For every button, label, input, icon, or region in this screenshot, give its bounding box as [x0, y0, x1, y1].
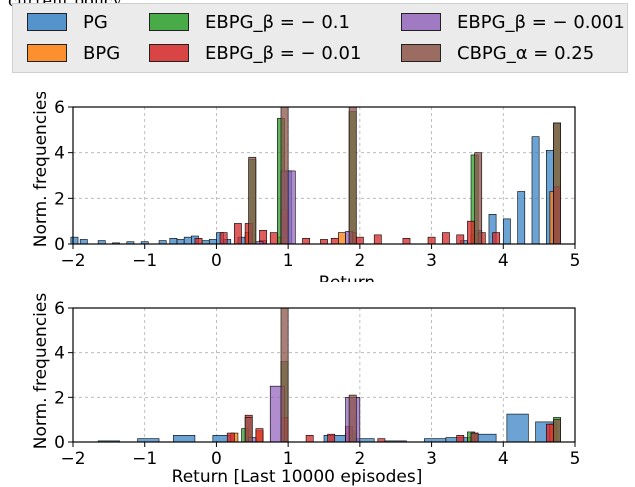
plot-frame: [72, 106, 576, 245]
bar-pg: [79, 239, 88, 245]
legend-label-bpg: BPG: [83, 42, 121, 64]
y-tick-label: 2: [54, 189, 65, 209]
bar-ebpg-0-01: [305, 435, 314, 443]
bar-cbpg-0-25: [348, 106, 357, 245]
x-tick-label: 5: [570, 449, 581, 469]
bar-ebpg-0-01: [456, 234, 465, 245]
bar-pg: [176, 239, 185, 245]
x-tick-label: −2: [60, 449, 85, 469]
bar-ebpg-0-01: [226, 432, 235, 443]
bar-ebpg-0-01: [219, 232, 228, 245]
legend-item-ebpg-001: EBPG_β = − 0.01: [149, 42, 361, 64]
y-tick-label: 6: [54, 98, 65, 118]
plot-frame: [72, 307, 576, 443]
bar-ebpg-0-01: [492, 232, 500, 245]
y-axis-label: Norm. frequencies: [31, 92, 51, 247]
legend-item-ebpg-0001: EBPG_β = − 0.001: [401, 11, 625, 33]
legend-swatch-ebpg-001: [149, 44, 189, 62]
x-tick-label: 3: [426, 251, 437, 271]
bar-bpg: [338, 232, 346, 245]
x-tick-label: −1: [132, 251, 157, 271]
y-tick-label: 4: [54, 344, 65, 364]
legend-label-ebpg-001: EBPG_β = − 0.01: [205, 42, 362, 64]
bar-ebpg-0-01: [255, 428, 264, 443]
x-axis-label: Return [Last 10000 episodes]: [172, 467, 423, 487]
bar-ebpg-0-01: [269, 232, 278, 245]
legend-swatch-bpg: [27, 44, 67, 62]
bar-ebpg-0-01: [442, 232, 450, 245]
bar-pg: [502, 218, 511, 245]
x-tick-label: 4: [498, 449, 509, 469]
bar-pg: [517, 191, 526, 245]
bar-pg: [531, 136, 540, 245]
histogram-chart-all-episodes: −2 −1 0 1 2 3 4 5 0 2 4 6 Return Norm. frequencies: [31, 92, 581, 282]
x-tick-label: 4: [498, 251, 509, 271]
legend-swatch-cbpg: [401, 44, 441, 62]
x-tick-label: 0: [211, 449, 222, 469]
x-tick-label: −2: [60, 251, 85, 271]
bar-pg: [70, 236, 79, 245]
x-tick-label: 1: [283, 251, 294, 271]
bar-ebpg-0-01: [327, 433, 336, 443]
y-tick-label: 4: [54, 144, 65, 164]
bar-cbpg-0-25: [280, 106, 289, 245]
y-tick-label: 0: [54, 433, 65, 453]
bar-pg: [208, 239, 217, 245]
x-tick-label: 2: [354, 251, 365, 271]
x-tick-label: 5: [570, 251, 581, 271]
legend: PG BPG EBPG_β = − 0.1 EBPG_β = − 0.01 EB…: [12, 3, 628, 73]
bar-cbpg-0-25: [348, 394, 357, 443]
y-tick-label: 2: [54, 388, 65, 408]
x-tick-label: 1: [283, 449, 294, 469]
bar-cbpg-0-25: [553, 419, 561, 443]
x-tick-label: 3: [426, 449, 437, 469]
legend-label-pg: PG: [83, 11, 108, 33]
y-axis-label: Norm. frequencies: [31, 293, 51, 450]
bar-cbpg-0-25: [280, 307, 289, 443]
legend-label-ebpg-0001: EBPG_β = − 0.001: [457, 11, 625, 33]
legend-swatch-ebpg-01: [149, 13, 189, 31]
legend-label-cbpg: CBPG_α = 0.25: [457, 42, 595, 64]
bar-ebpg-0-01: [302, 237, 310, 245]
legend-label-ebpg-01: EBPG_β = − 0.1: [205, 11, 350, 33]
bar-ebpg-0-01: [234, 223, 242, 245]
bar-ebpg-0-01: [355, 236, 364, 245]
bar-ebpg-0-01: [427, 236, 436, 245]
legend-swatch-ebpg-0001: [401, 13, 441, 31]
bar-ebpg-0-01: [373, 234, 382, 245]
bar-pg: [506, 413, 529, 443]
bar-pg: [169, 237, 178, 245]
histogram-chart-last-10000: −2 −1 0 1 2 3 4 5 0 2 4 6 Return [Last 10000 episod…: [31, 293, 581, 487]
x-tick-label: −1: [132, 449, 157, 469]
bar-cbpg-0-25: [244, 417, 253, 443]
x-tick-label: 0: [211, 251, 222, 271]
legend-swatch-pg: [27, 13, 67, 31]
legend-item-cbpg: CBPG_α = 0.25: [401, 42, 594, 64]
bar-ebpg-0-01: [320, 239, 328, 245]
bar-ebpg-0-01: [194, 237, 203, 245]
bar-pg: [183, 236, 192, 245]
bar-cbpg-0-25: [553, 122, 561, 245]
bar-ebpg-0-01: [456, 435, 465, 443]
x-tick-label: 2: [354, 449, 365, 469]
bar-ebpg-0-01: [467, 220, 475, 245]
bar-cbpg-0-25: [248, 156, 257, 245]
y-tick-label: 6: [54, 299, 65, 319]
legend-item-ebpg-01: EBPG_β = − 0.1: [149, 11, 350, 33]
legend-item-bpg: BPG: [27, 42, 120, 64]
bar-cbpg-0-25: [470, 432, 479, 443]
bar-ebpg-0-01: [402, 237, 411, 245]
y-tick-label: 0: [54, 235, 65, 255]
x-axis-label: Return: [319, 273, 375, 282]
legend-item-pg: PG: [27, 11, 108, 33]
bar-ebpg-0-01: [330, 237, 339, 245]
bar-ebpg-0-01: [546, 423, 554, 443]
bar-cbpg-0-25: [474, 152, 483, 245]
bar-pg: [173, 435, 196, 443]
